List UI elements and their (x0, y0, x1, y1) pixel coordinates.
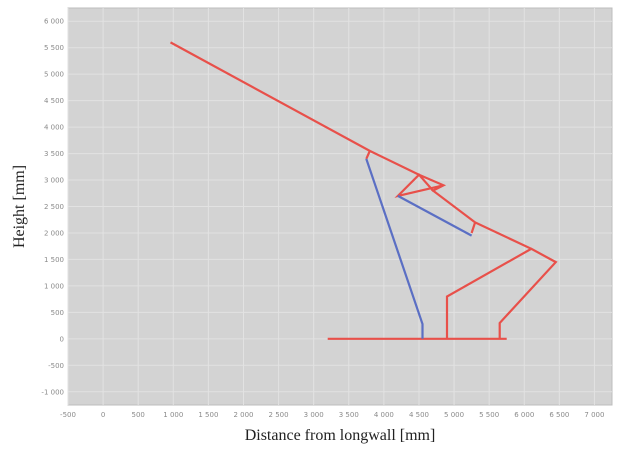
x-tick-label: 500 (132, 411, 145, 419)
x-tick-label: 3 500 (339, 411, 359, 419)
y-tick-label: 5 500 (44, 44, 64, 52)
y-tick-label: 6 000 (44, 18, 64, 26)
series-line-3 (365, 158, 424, 339)
x-tick-label: 6 500 (549, 411, 569, 419)
y-tick-labels: -1 000 -500 0 500 1 000 1 500 2 000 2 500 3 000 3… (41, 18, 64, 397)
y-tick-label: 2 000 (44, 229, 64, 237)
y-tick-label: 4 000 (44, 124, 64, 132)
y-tick-label: 4 500 (44, 97, 64, 105)
x-tick-label: 2 000 (233, 411, 253, 419)
x-tick-label: -500 (60, 411, 76, 419)
x-tick-label: 1 000 (163, 411, 183, 419)
x-tick-label: 4 000 (374, 411, 394, 419)
series-layer (169, 41, 558, 340)
x-tick-label: 5 500 (479, 411, 499, 419)
x-tick-label: 1 500 (198, 411, 218, 419)
x-tick-label: 6 000 (514, 411, 534, 419)
x-axis-label: Distance from longwall [mm] (245, 427, 436, 444)
series-line-4 (397, 194, 473, 237)
y-tick-label: 1 000 (44, 282, 64, 290)
y-tick-label: -500 (48, 362, 64, 370)
x-tick-label: 3 000 (304, 411, 324, 419)
y-tick-label: -1 000 (41, 388, 64, 396)
y-tick-label: 500 (51, 309, 64, 317)
y-tick-label: 1 500 (44, 256, 64, 264)
y-axis-label: Height [mm] (11, 165, 28, 248)
y-tick-label: 0 (60, 335, 64, 343)
y-tick-label: 2 500 (44, 203, 64, 211)
y-tick-label: 3 500 (44, 150, 64, 158)
x-tick-label: 5 000 (444, 411, 464, 419)
x-tick-label: 0 (101, 411, 105, 419)
x-tick-label: 2 500 (269, 411, 289, 419)
x-tick-label: 7 000 (584, 411, 604, 419)
x-tick-label: 4 500 (409, 411, 429, 419)
series-line-1 (169, 41, 558, 339)
x-tick-labels: -500 0 500 1 000 1 500 2 000 2 500 3 000 3 500 4 … (60, 411, 604, 419)
y-tick-label: 5 000 (44, 71, 64, 79)
y-tick-label: 3 000 (44, 177, 64, 185)
